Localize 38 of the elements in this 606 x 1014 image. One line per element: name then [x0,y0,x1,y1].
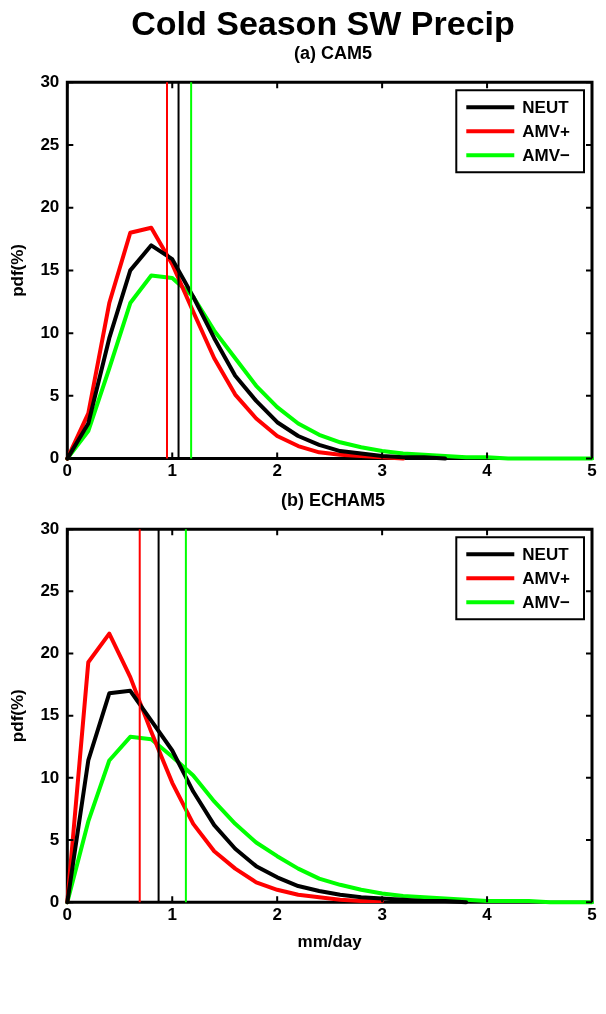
legend-label: AMV− [522,592,571,612]
y-tick-label: 0 [49,448,60,468]
x-axis-title: mm/day [297,932,363,952]
legend-label: AMV+ [522,121,571,141]
x-tick-label: 4 [482,905,493,925]
y-tick-label: 20 [40,197,60,217]
y-axis-title: pdf(%) [7,243,27,297]
x-tick-label: 0 [62,905,73,925]
y-tick-label: 5 [49,829,60,849]
x-tick-label: 0 [62,461,73,481]
x-tick-label: 4 [482,461,493,481]
y-tick-label: 10 [40,767,60,787]
x-tick-label: 3 [377,461,387,481]
y-tick-label: 15 [40,705,60,725]
chart-title: Cold Season SW Precip [130,4,516,42]
x-tick-label: 3 [377,905,387,925]
y-axis-title: pdf(%) [7,689,27,743]
chart-subtitle: (b) ECHAM5 [280,489,386,511]
y-tick-label: 15 [40,260,60,280]
legend-label: NEUT [522,544,570,564]
y-tick-label: 25 [40,134,60,154]
y-tick-label: 0 [49,891,60,911]
x-tick-label: 2 [272,905,282,925]
chart-subtitle: (a) CAM5 [293,42,373,64]
y-tick-label: 10 [40,322,60,342]
y-tick-label: 20 [40,643,60,663]
x-tick-label: 5 [587,905,597,925]
x-tick-label: 1 [167,461,177,481]
legend-label: AMV− [522,145,571,165]
x-tick-label: 2 [272,461,282,481]
y-tick-label: 30 [40,518,60,538]
y-tick-label: 5 [49,385,60,405]
y-tick-label: 30 [40,71,60,91]
y-tick-label: 25 [40,581,60,601]
legend-label: AMV+ [522,568,571,588]
x-tick-label: 5 [587,461,597,481]
legend-label: NEUT [522,97,570,117]
x-tick-label: 1 [167,905,177,925]
